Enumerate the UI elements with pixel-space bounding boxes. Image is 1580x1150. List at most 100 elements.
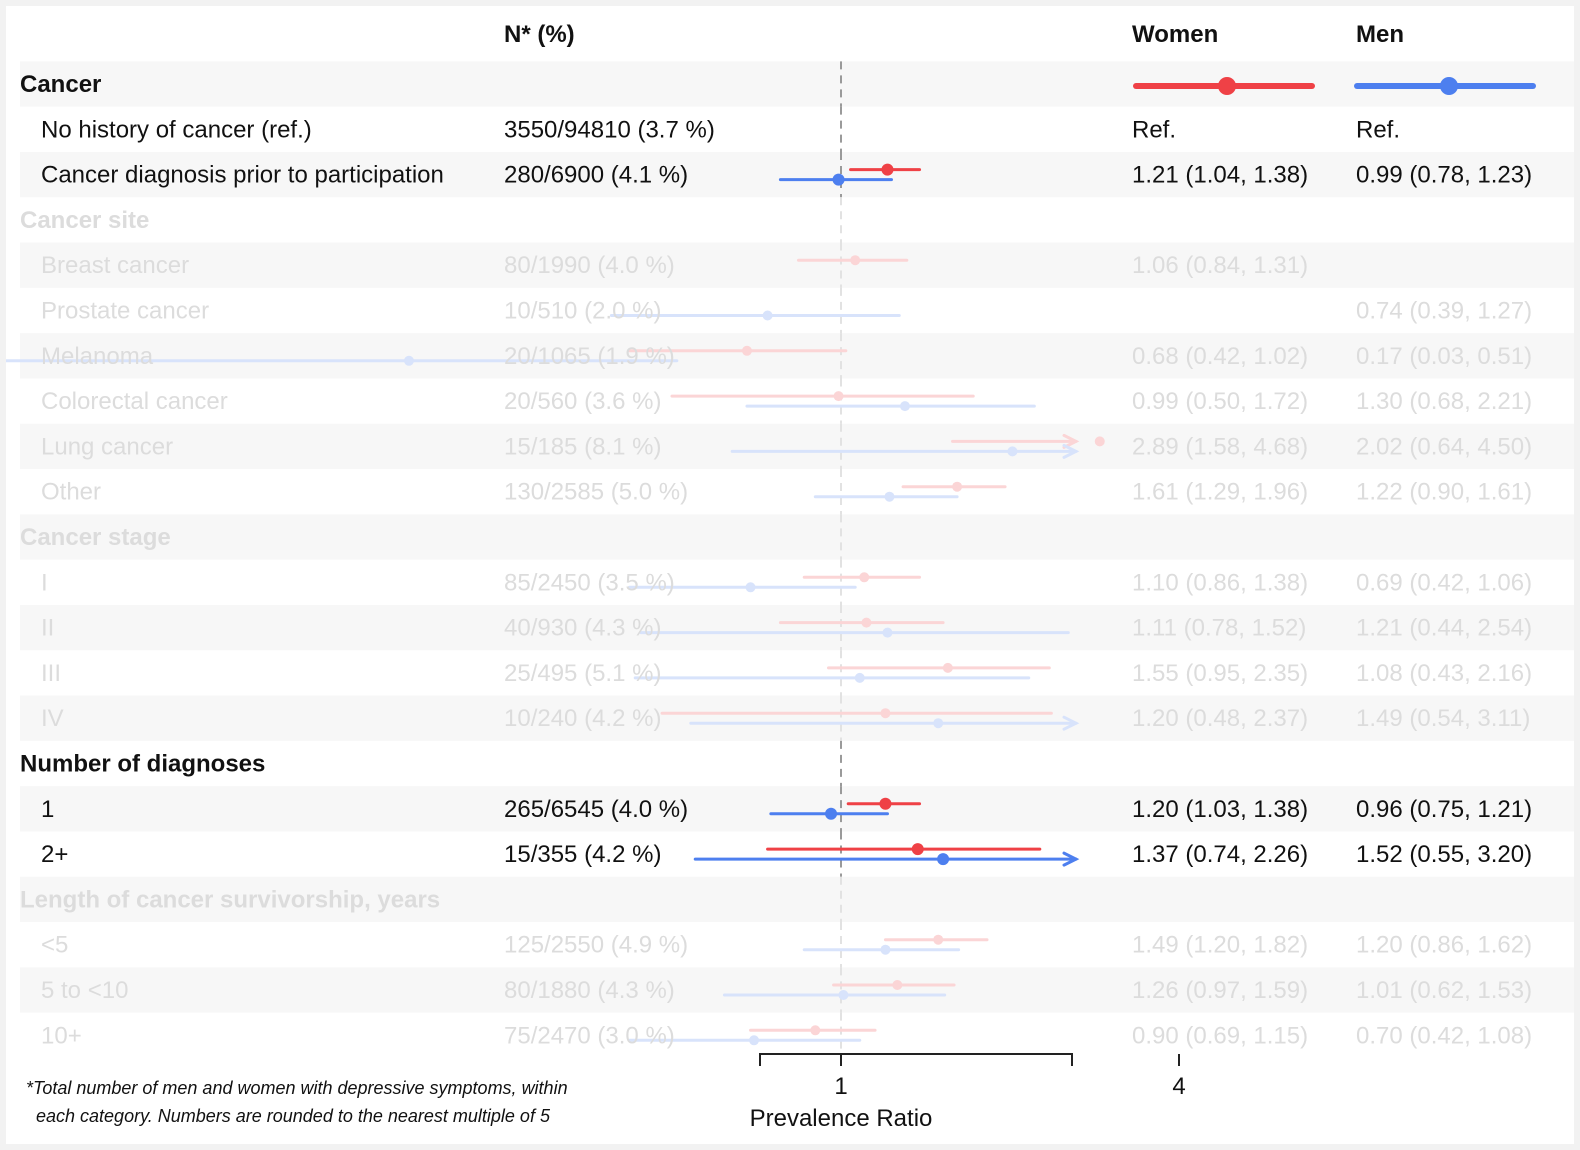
row-label-lung-cancer: Lung cancer (41, 433, 173, 460)
row-men-no-history-of-cancer-ref: Ref. (1356, 116, 1400, 143)
row-label-colorectal-cancer: Colorectal cancer (41, 388, 228, 415)
row-label-breast-cancer: Breast cancer (41, 252, 189, 279)
row-label-5: <5 (41, 932, 68, 959)
row-n-lung-cancer: 15/185 (8.1 %) (504, 433, 661, 460)
row-label-prostate-cancer: Prostate cancer (41, 298, 209, 325)
row-women-10: 0.90 (0.69, 1.15) (1132, 1022, 1308, 1049)
row-women-ii: 1.11 (0.78, 1.52) (1132, 615, 1306, 642)
row-n-5: 125/2550 (4.9 %) (504, 932, 688, 959)
row-men-5: 1.20 (0.86, 1.62) (1356, 932, 1532, 959)
row-n-i: 85/2450 (3.5 %) (504, 569, 675, 596)
row-stripe (20, 967, 1574, 1013)
row-women-lung-cancer: 2.89 (1.58, 4.68) (1132, 433, 1308, 460)
row-n-melanoma: 20/1065 (1.9 %) (504, 343, 675, 370)
row-women-melanoma: 0.68 (0.42, 1.02) (1132, 343, 1308, 370)
point-men-10 (749, 1035, 760, 1046)
row-label-iii: III (41, 660, 61, 687)
point-men-other (884, 491, 895, 502)
row-label-other: Other (41, 479, 101, 506)
ci-arrow-men-lung-cancer (1062, 443, 1080, 459)
row-stripe (20, 514, 1574, 560)
group-label-length-of-cancer-survivorship-years: Length of cancer survivorship, years (20, 886, 440, 913)
point-women-iv (880, 708, 891, 719)
row-women-i: 1.10 (0.86, 1.38) (1132, 569, 1308, 596)
header-women: Women (1132, 21, 1218, 48)
x-tick-label-1: 1 (834, 1073, 847, 1100)
row-men-10: 0.70 (0.42, 1.08) (1356, 1022, 1532, 1049)
row-n-no-history-of-cancer-ref: 3550/94810 (3.7 %) (504, 116, 715, 143)
row-women-colorectal-cancer: 0.99 (0.50, 1.72) (1132, 388, 1308, 415)
row-n-prostate-cancer: 10/510 (2.0 %) (504, 298, 661, 325)
row-women-1: 1.20 (1.03, 1.38) (1132, 796, 1308, 823)
point-women-5 (933, 934, 944, 945)
row-stripe (20, 242, 1574, 288)
row-women-5: 1.49 (1.20, 1.82) (1132, 932, 1308, 959)
row-label-5-to-10: 5 to <10 (41, 977, 128, 1004)
group-label-cancer-stage: Cancer stage (20, 524, 171, 551)
row-label-1: 1 (41, 796, 54, 823)
point-men-cancer-diagnosis-prior-to-participation (832, 173, 845, 186)
row-stripe (20, 423, 1574, 470)
point-women-lung-cancer (1094, 436, 1105, 447)
row-label-iv: IV (41, 705, 64, 732)
point-women-colorectal-cancer (833, 391, 844, 402)
row-men-iii: 1.08 (0.43, 2.16) (1356, 660, 1532, 687)
point-men-1 (825, 807, 838, 820)
point-women-iii (942, 662, 953, 673)
point-women-5-to-10 (892, 980, 903, 990)
row-n-2: 15/355 (4.2 %) (504, 841, 661, 868)
ci-arrow-women-lung-cancer (1062, 433, 1080, 449)
point-women-1 (879, 797, 892, 810)
row-men-1: 0.96 (0.75, 1.21) (1356, 796, 1532, 823)
footnote-line-2: each category. Numbers are rounded to th… (36, 1106, 551, 1126)
row-label-cancer-diagnosis-prior-to-participation: Cancer diagnosis prior to participation (41, 162, 444, 189)
ci-arrow-men-2 (1062, 851, 1080, 867)
point-men-melanoma (403, 355, 414, 366)
row-men-i: 0.69 (0.42, 1.06) (1356, 569, 1532, 596)
point-women-other (952, 481, 963, 492)
row-women-no-history-of-cancer-ref: Ref. (1132, 116, 1176, 143)
row-women-iii: 1.55 (0.95, 2.35) (1132, 660, 1308, 687)
footnote-line-1: *Total number of men and women with depr… (26, 1078, 568, 1098)
row-n-colorectal-cancer: 20/560 (3.6 %) (504, 388, 661, 415)
row-stripe (20, 604, 1574, 651)
row-label-2: 2+ (41, 841, 68, 868)
row-n-cancer-diagnosis-prior-to-participation: 280/6900 (4.1 %) (504, 162, 688, 189)
point-women-melanoma (741, 345, 752, 356)
row-label-no-history-of-cancer-ref: No history of cancer (ref.) (41, 116, 312, 143)
row-women-breast-cancer: 1.06 (0.84, 1.31) (1132, 252, 1308, 279)
row-n-10: 75/2470 (3.0 %) (504, 1022, 675, 1049)
point-men-lung-cancer (1007, 446, 1018, 457)
x-axis-title: Prevalence Ratio (750, 1105, 933, 1132)
row-stripe (20, 876, 1574, 923)
x-tick-label-4: 4 (1172, 1073, 1185, 1100)
point-women-2 (911, 843, 924, 856)
row-men-2: 1.52 (0.55, 3.20) (1356, 841, 1532, 868)
group-label-cancer: Cancer (20, 71, 101, 98)
ci-arrow-men-iv (1062, 715, 1080, 731)
row-n-5-to-10: 80/1880 (4.3 %) (504, 977, 675, 1004)
point-men-2 (937, 853, 950, 866)
point-men-prostate-cancer (762, 310, 773, 321)
group-label-cancer-site: Cancer site (20, 207, 149, 234)
point-women-i (859, 572, 870, 583)
row-men-ii: 1.21 (0.44, 2.54) (1356, 615, 1532, 642)
point-men-iv (933, 718, 944, 729)
row-stripe (20, 333, 1574, 379)
point-men-iii (854, 672, 865, 683)
row-men-cancer-diagnosis-prior-to-participation: 0.99 (0.78, 1.23) (1356, 162, 1532, 189)
row-women-5-to-10: 1.26 (0.97, 1.59) (1132, 977, 1308, 1004)
point-women-breast-cancer (850, 255, 861, 266)
row-label-ii: II (41, 615, 54, 642)
row-men-other: 1.22 (0.90, 1.61) (1356, 479, 1532, 506)
row-stripe (20, 151, 1574, 198)
point-men-5 (880, 944, 891, 955)
row-men-colorectal-cancer: 1.30 (0.68, 2.21) (1356, 388, 1532, 415)
row-stripe (20, 695, 1574, 741)
row-n-breast-cancer: 80/1990 (4.0 %) (504, 252, 675, 279)
row-stripe (20, 786, 1574, 832)
legend-men-point (1440, 77, 1458, 95)
legend-women-point (1218, 77, 1236, 95)
row-men-iv: 1.49 (0.54, 3.11) (1356, 705, 1530, 732)
row-label-i: I (41, 569, 48, 596)
